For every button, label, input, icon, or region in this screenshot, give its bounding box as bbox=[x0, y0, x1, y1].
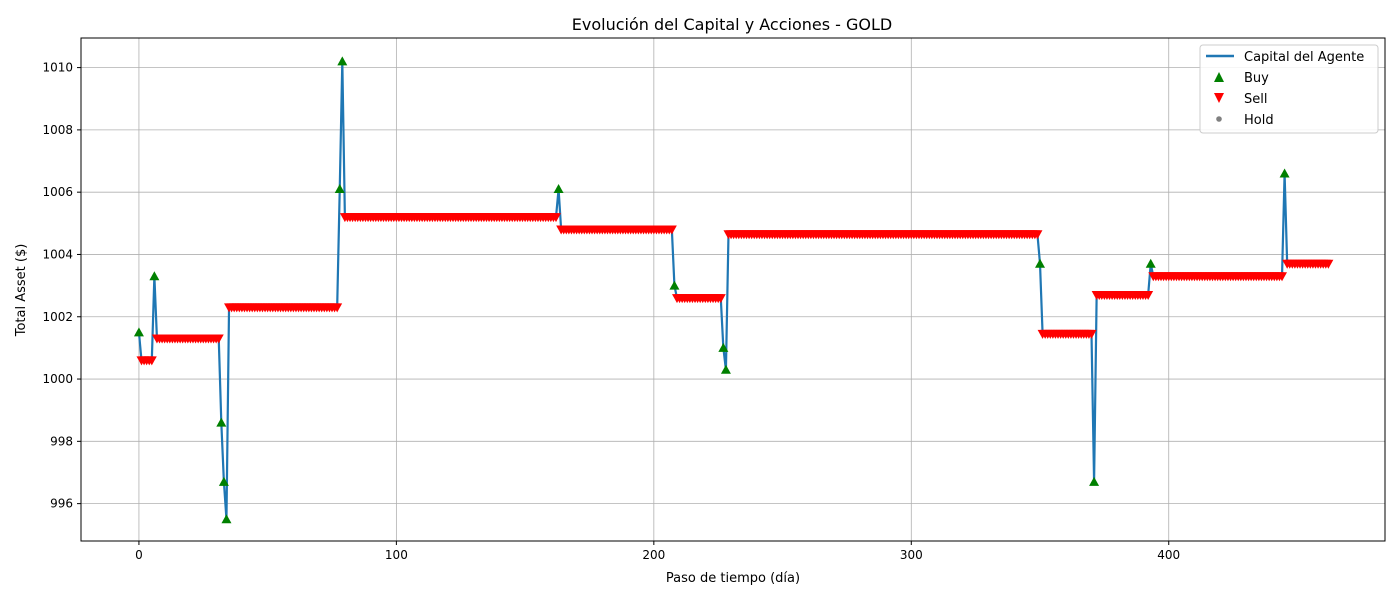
buy-marker bbox=[1145, 258, 1156, 268]
x-tick-label: 0 bbox=[135, 548, 143, 562]
legend-sell-swatch bbox=[1214, 93, 1224, 103]
legend: Capital del Agente Buy Sell Hold bbox=[1199, 44, 1379, 134]
sell-marker bbox=[1086, 329, 1097, 339]
sell-marker bbox=[1143, 290, 1154, 300]
y-tick-label: 1010 bbox=[42, 61, 73, 75]
y-tick-label: 996 bbox=[50, 497, 73, 511]
legend-label-buy: Buy bbox=[1244, 71, 1269, 86]
sell-marker bbox=[1277, 272, 1288, 282]
x-axis-label: Paso de tiempo (día) bbox=[666, 571, 800, 586]
buy-marker bbox=[218, 476, 229, 486]
y-axis-label: Total Asset ($) bbox=[14, 244, 29, 338]
buy-marker bbox=[718, 342, 729, 352]
buy-marker bbox=[1035, 258, 1046, 268]
buy-marker bbox=[720, 364, 731, 374]
plot-frame bbox=[80, 37, 1386, 542]
y-tick-label: 1000 bbox=[42, 372, 73, 386]
sell-marker bbox=[1032, 230, 1043, 240]
buy-marker bbox=[149, 271, 160, 281]
y-tick-label: 998 bbox=[50, 434, 73, 448]
legend-box bbox=[1199, 44, 1379, 134]
sell-marker bbox=[551, 213, 561, 223]
buy-marker bbox=[133, 327, 144, 337]
buy-marker bbox=[221, 514, 232, 524]
sell-marker bbox=[146, 356, 157, 366]
y-tick-label: 1004 bbox=[42, 247, 73, 261]
x-tick-label: 100 bbox=[385, 548, 408, 562]
legend-buy-swatch bbox=[1214, 72, 1224, 82]
buy-marker bbox=[1279, 168, 1290, 178]
y-tick-label: 1006 bbox=[42, 185, 73, 199]
x-tick-label: 300 bbox=[900, 548, 923, 562]
buy-marker bbox=[669, 280, 680, 290]
sell-marker bbox=[666, 225, 677, 235]
y-tick-label: 1002 bbox=[42, 310, 73, 324]
buy-marker bbox=[334, 184, 345, 194]
legend-hold-swatch bbox=[1216, 116, 1222, 122]
buy-marker bbox=[337, 56, 348, 66]
buy-marker bbox=[1089, 476, 1100, 486]
sell-marker bbox=[332, 303, 343, 313]
x-tick-label: 200 bbox=[642, 548, 665, 562]
sell-marker bbox=[213, 334, 224, 344]
sell-marker bbox=[715, 294, 726, 304]
buy-marker bbox=[216, 417, 227, 427]
chart-title: Evolución del Capital y Acciones - GOLD bbox=[572, 15, 892, 34]
legend-label-sell: Sell bbox=[1244, 92, 1267, 107]
sell-marker bbox=[1323, 259, 1334, 269]
buy-marker bbox=[553, 184, 564, 194]
y-tick-label: 1008 bbox=[42, 123, 73, 137]
legend-label-hold: Hold bbox=[1244, 113, 1274, 128]
legend-label-capital: Capital del Agente bbox=[1244, 50, 1364, 65]
x-tick-label: 400 bbox=[1157, 548, 1180, 562]
